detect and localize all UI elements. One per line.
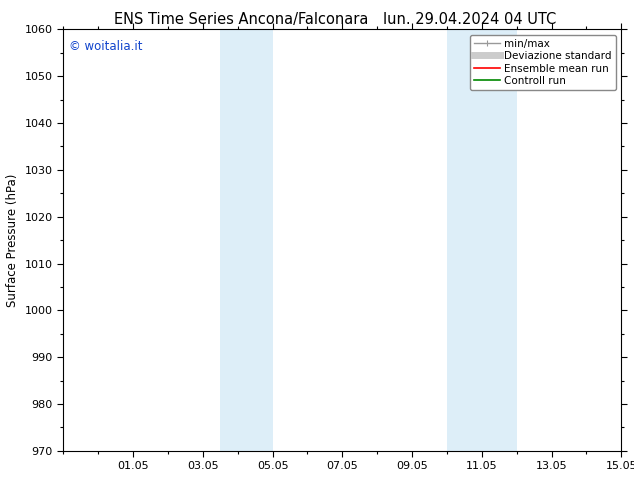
Text: lun. 29.04.2024 04 UTC: lun. 29.04.2024 04 UTC: [382, 12, 556, 27]
Legend: min/max, Deviazione standard, Ensemble mean run, Controll run: min/max, Deviazione standard, Ensemble m…: [470, 35, 616, 90]
Text: © woitalia.it: © woitalia.it: [69, 40, 143, 53]
Bar: [221, 29, 273, 451]
Y-axis label: Surface Pressure (hPa): Surface Pressure (hPa): [6, 173, 19, 307]
Bar: [447, 29, 517, 451]
Text: ENS Time Series Ancona/Falconara: ENS Time Series Ancona/Falconara: [113, 12, 368, 27]
